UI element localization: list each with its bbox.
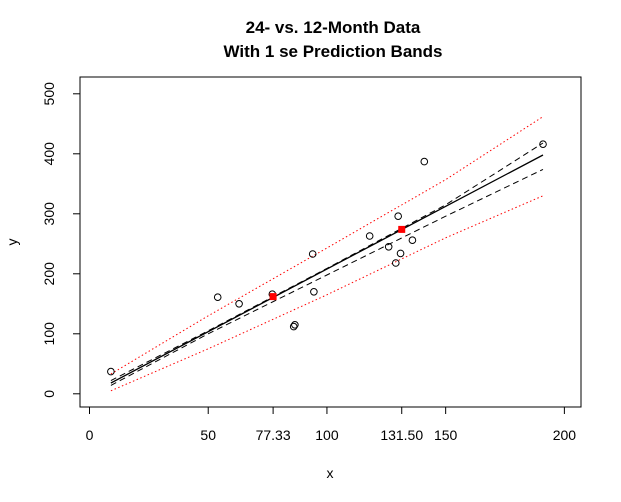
x-axis-label: x [327,465,334,481]
data-point [420,157,429,166]
data-point [539,140,547,148]
x-tick-label: 100 [315,427,339,443]
data-point [391,259,400,267]
predicted-point [398,225,406,233]
y-tick-label: 400 [41,142,57,166]
chart-title-line-2: With 1 se Prediction Bands [224,42,443,61]
data-point [107,367,115,376]
bands [110,116,544,392]
x-tick-label: 200 [553,427,577,443]
x-tick-label: 50 [200,427,216,443]
data-point [291,321,299,329]
data-point [365,232,374,240]
predicted-point [269,293,277,301]
data-point [289,322,298,331]
data-point [213,293,222,302]
plot-frame [79,76,582,408]
data-point [310,288,318,296]
x-tick-label: 131.50 [380,427,423,443]
x-tick-label: 77.33 [256,427,291,443]
data-point [384,243,393,251]
data-point [408,236,417,244]
y-axis: 0 100 200 300 400 500 [41,82,81,398]
marks [107,140,547,376]
chart-title-line-1: 24- vs. 12-Month Data [246,18,421,37]
confidence-band-upper [110,142,544,382]
y-tick-label: 100 [41,322,57,346]
y-tick-label: 0 [41,390,57,398]
prediction-band-upper [110,116,544,375]
y-tick-label: 200 [41,262,57,286]
y-tick-label: 300 [41,202,57,226]
data-point [394,212,402,220]
prediction-band-lower [110,195,544,392]
regression-line [110,154,544,384]
y-tick-label: 500 [41,82,57,106]
data-point [396,249,405,258]
data-point [235,300,243,308]
x-tick-label: 0 [86,427,94,443]
x-tick-label: 150 [434,427,458,443]
x-axis: 0 50 100 150 200 77.33 131.50 [86,406,577,443]
data-point [308,250,317,258]
y-axis-label: y [4,239,20,246]
confidence-band-lower [110,168,544,386]
